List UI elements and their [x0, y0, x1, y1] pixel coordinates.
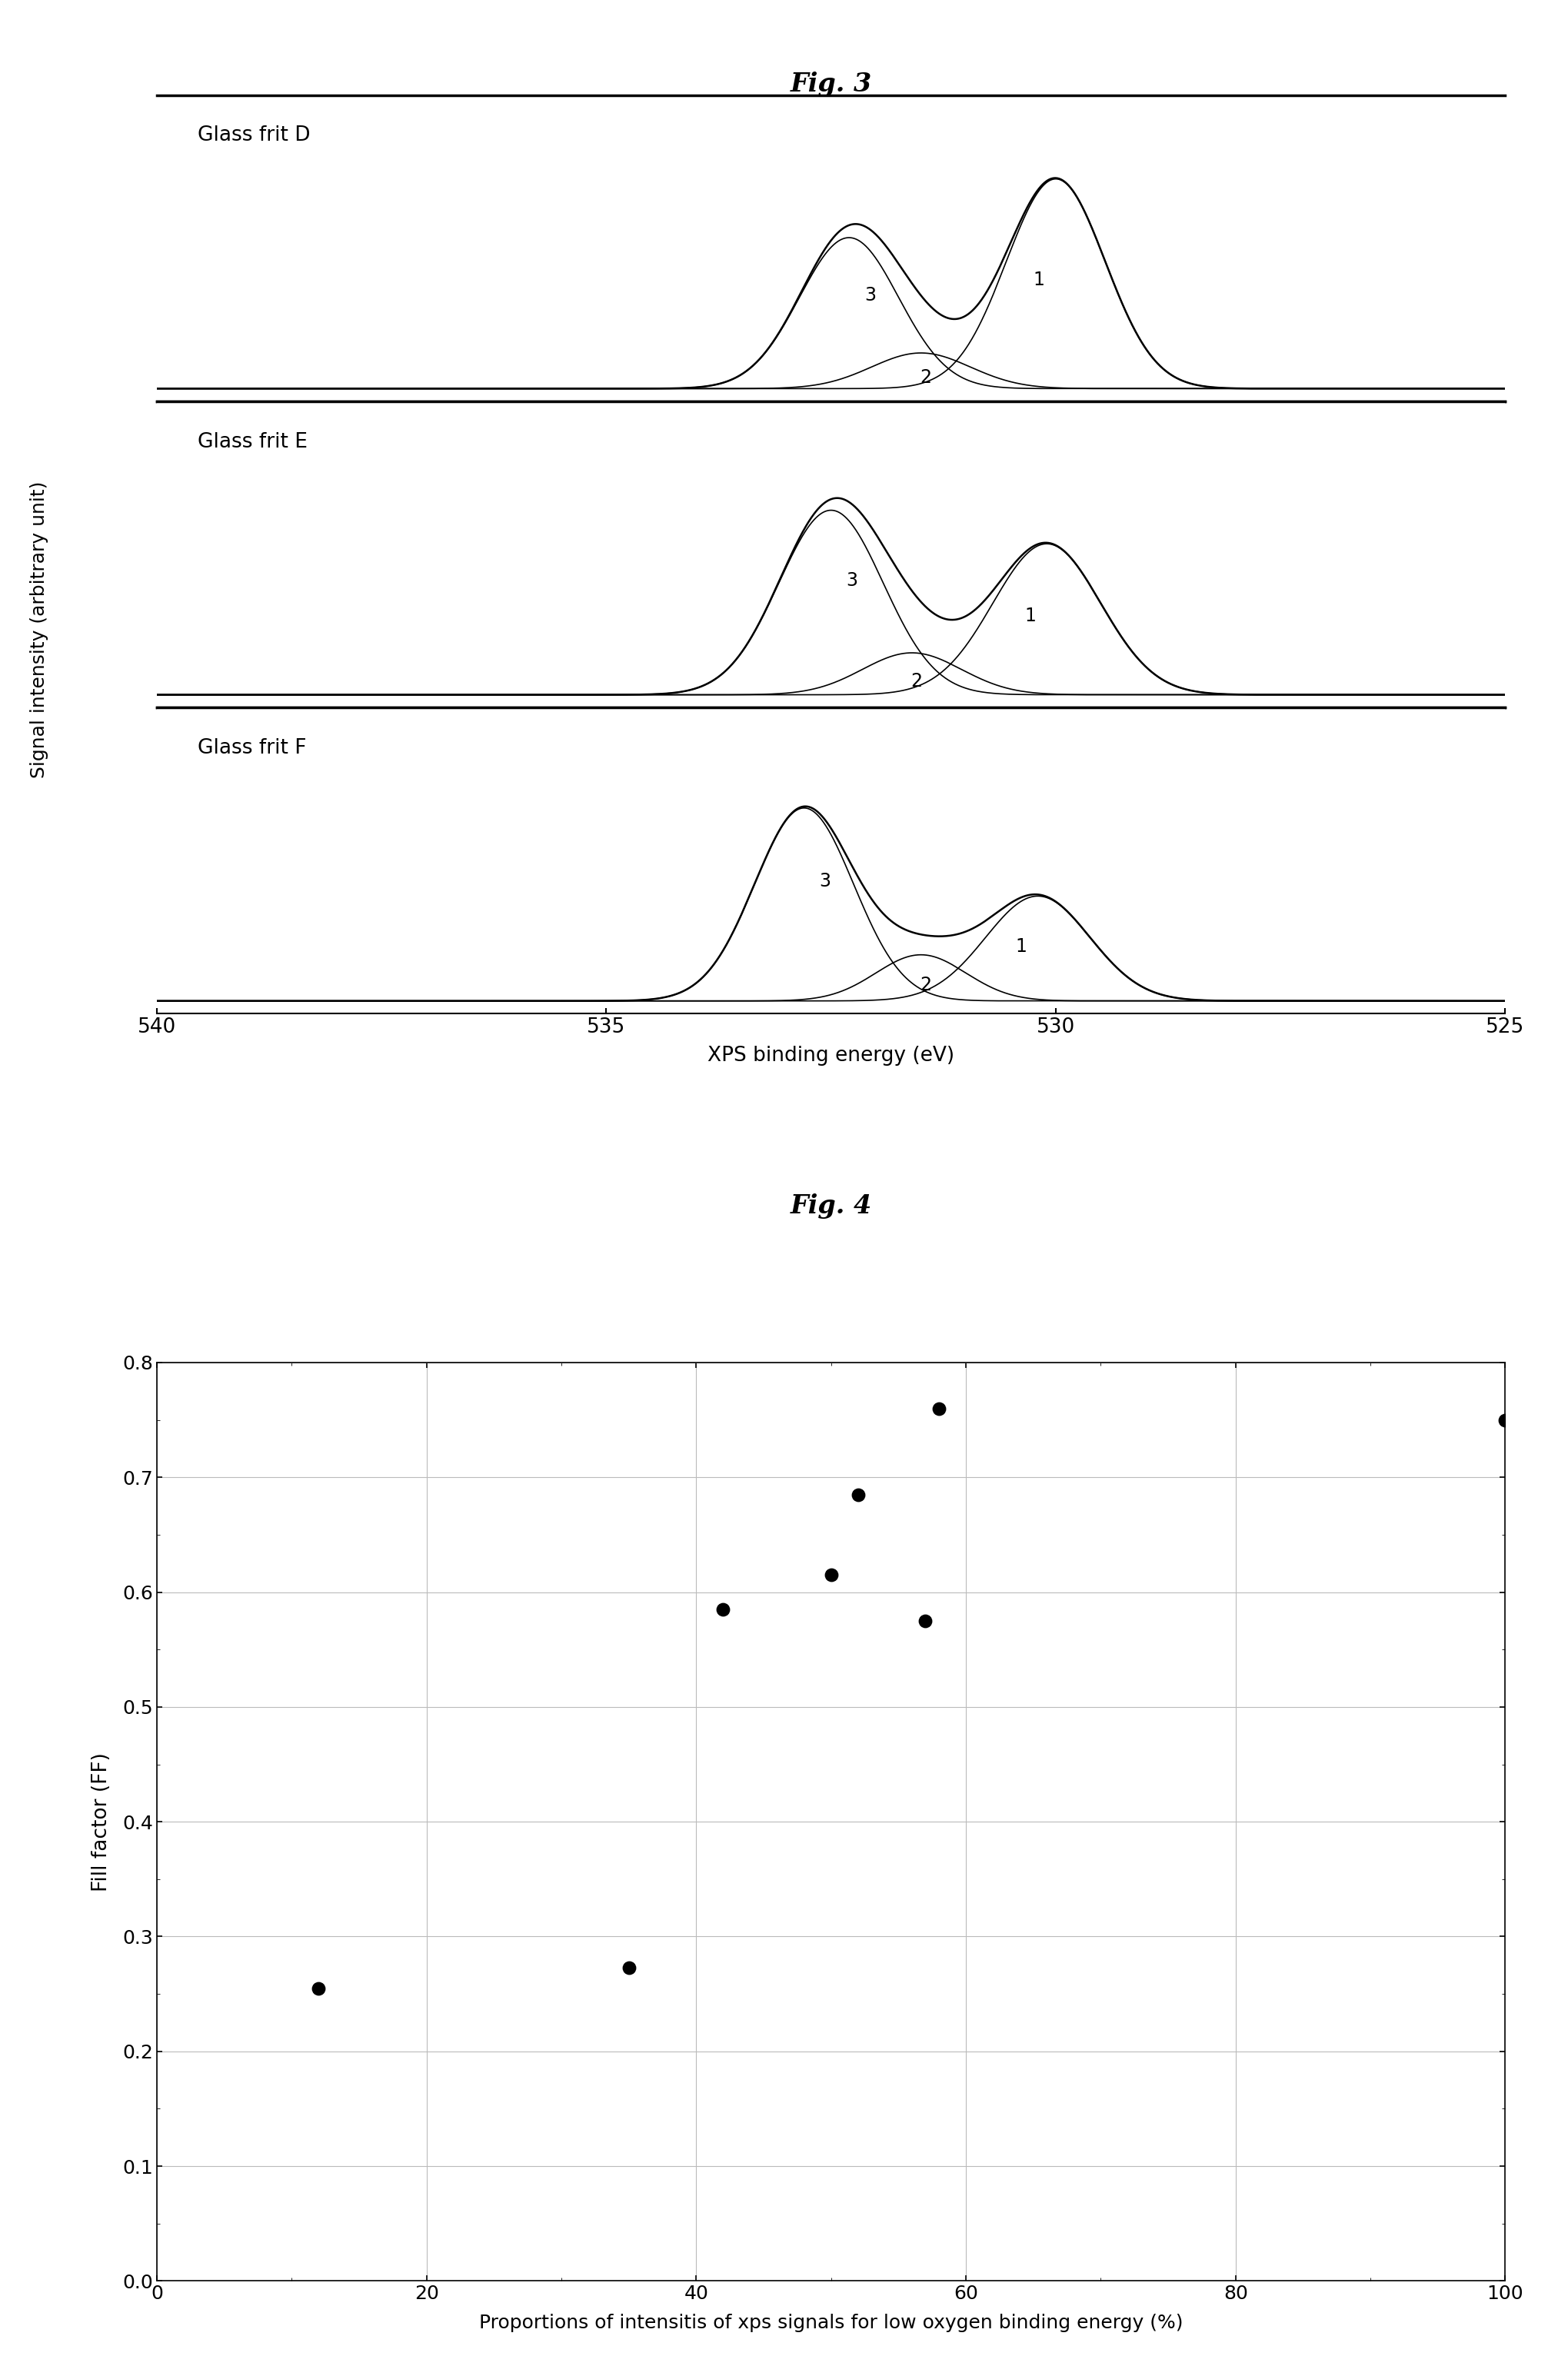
Text: Glass frit F: Glass frit F [198, 739, 306, 758]
Text: 1: 1 [1024, 606, 1036, 625]
Point [306, 1970, 331, 2008]
Text: 1: 1 [1033, 271, 1044, 290]
X-axis label: XPS binding energy (eV): XPS binding energy (eV) [707, 1045, 955, 1067]
Text: Signal intensity (arbitrary unit): Signal intensity (arbitrary unit) [30, 480, 49, 779]
Text: Fig. 4: Fig. 4 [790, 1193, 872, 1219]
Point [927, 1390, 952, 1428]
Point [913, 1601, 938, 1639]
Point [616, 1948, 641, 1986]
Text: 2: 2 [911, 672, 922, 689]
Text: 3: 3 [820, 872, 831, 891]
Text: Glass frit D: Glass frit D [198, 126, 310, 145]
Y-axis label: Fill factor (FF): Fill factor (FF) [91, 1751, 111, 1891]
Text: Glass frit E: Glass frit E [198, 432, 307, 451]
Text: 1: 1 [1016, 936, 1027, 955]
Point [710, 1590, 735, 1628]
Point [818, 1556, 844, 1594]
X-axis label: Proportions of intensitis of xps signals for low oxygen binding energy (%): Proportions of intensitis of xps signals… [480, 2314, 1182, 2333]
Point [1493, 1402, 1518, 1440]
Point [845, 1475, 870, 1514]
Text: 3: 3 [864, 285, 877, 304]
Text: Fig. 3: Fig. 3 [790, 71, 872, 97]
Text: 2: 2 [920, 977, 931, 996]
Text: 3: 3 [847, 570, 858, 589]
Text: 2: 2 [920, 368, 931, 387]
